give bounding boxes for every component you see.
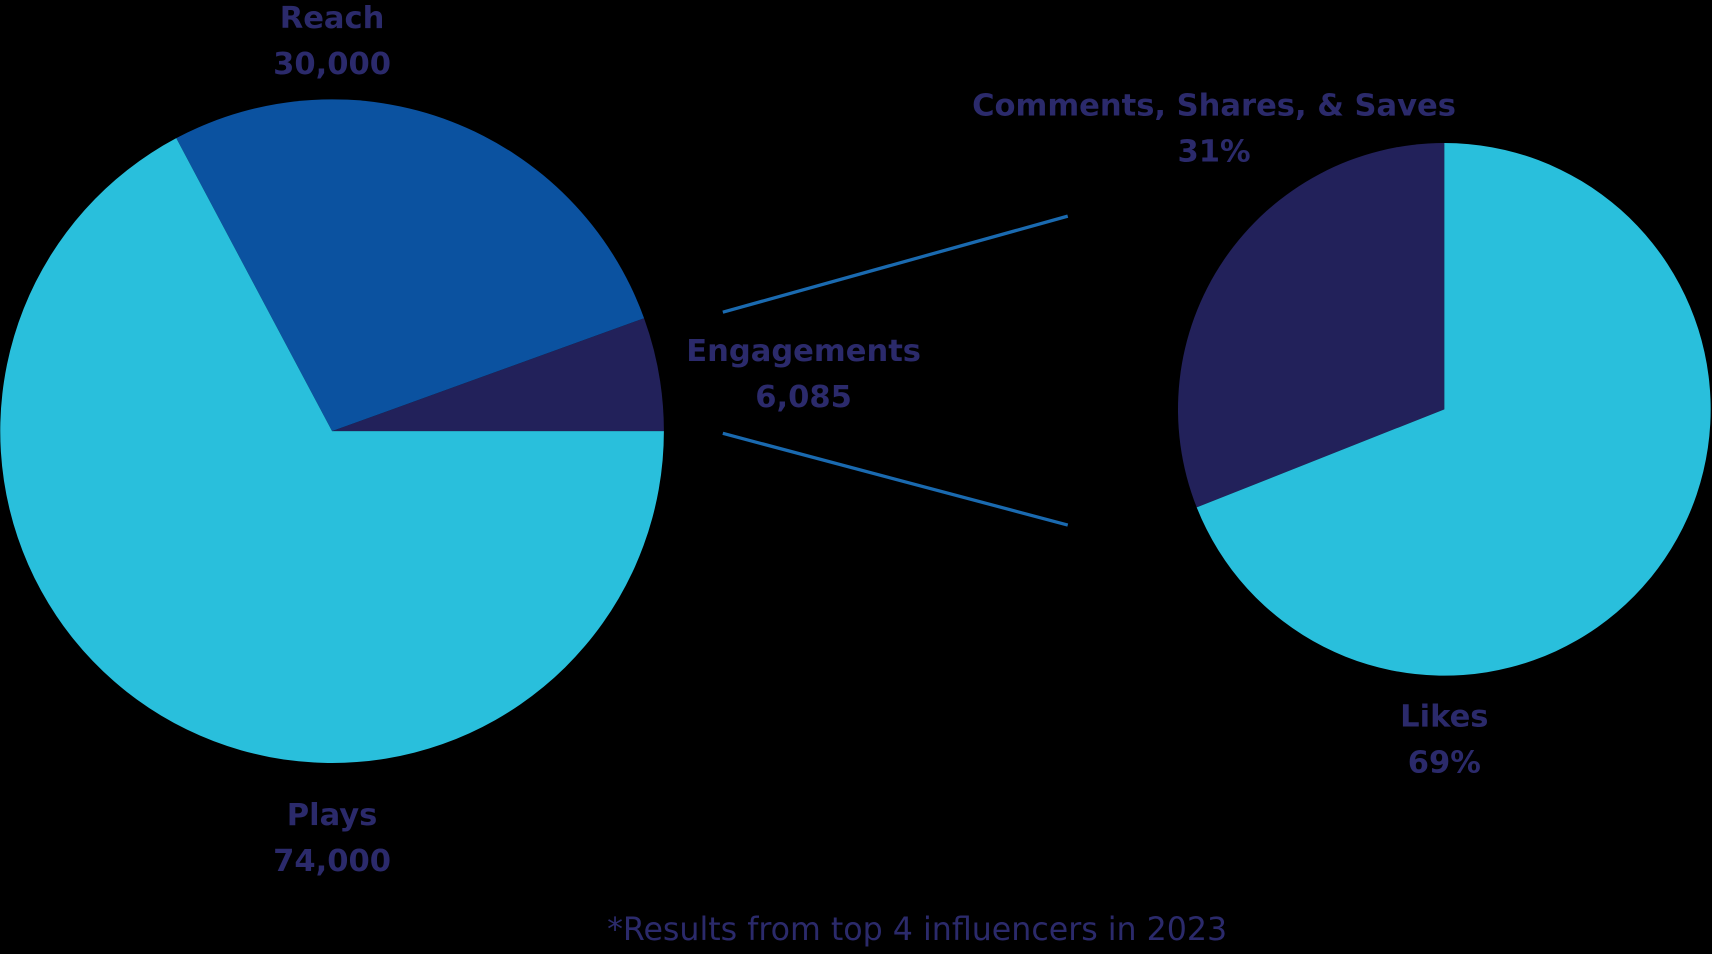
pie-slice [0, 138, 664, 763]
slice-label: Engagements [686, 334, 921, 369]
connector-line [722, 214, 1069, 314]
value-label: 74,000 [273, 844, 391, 879]
slice-label: Plays [287, 798, 378, 833]
connector-line [722, 431, 1069, 527]
slice-label: Comments, Shares, & Saves [972, 88, 1456, 123]
slice-label: Reach [280, 1, 385, 36]
value-label: 69% [1408, 746, 1481, 781]
value-label: 30,000 [273, 47, 391, 82]
pie-slice [1196, 142, 1711, 676]
pie-slice [332, 318, 664, 432]
value-label: 6,085 [755, 380, 852, 415]
slice-label: Likes [1400, 700, 1488, 735]
value-label: 31% [1177, 134, 1250, 169]
pie-slice [176, 99, 645, 432]
footnote: *Results from top 4 influencers in 2023 [607, 912, 1227, 948]
pie-slice [1178, 142, 1445, 508]
